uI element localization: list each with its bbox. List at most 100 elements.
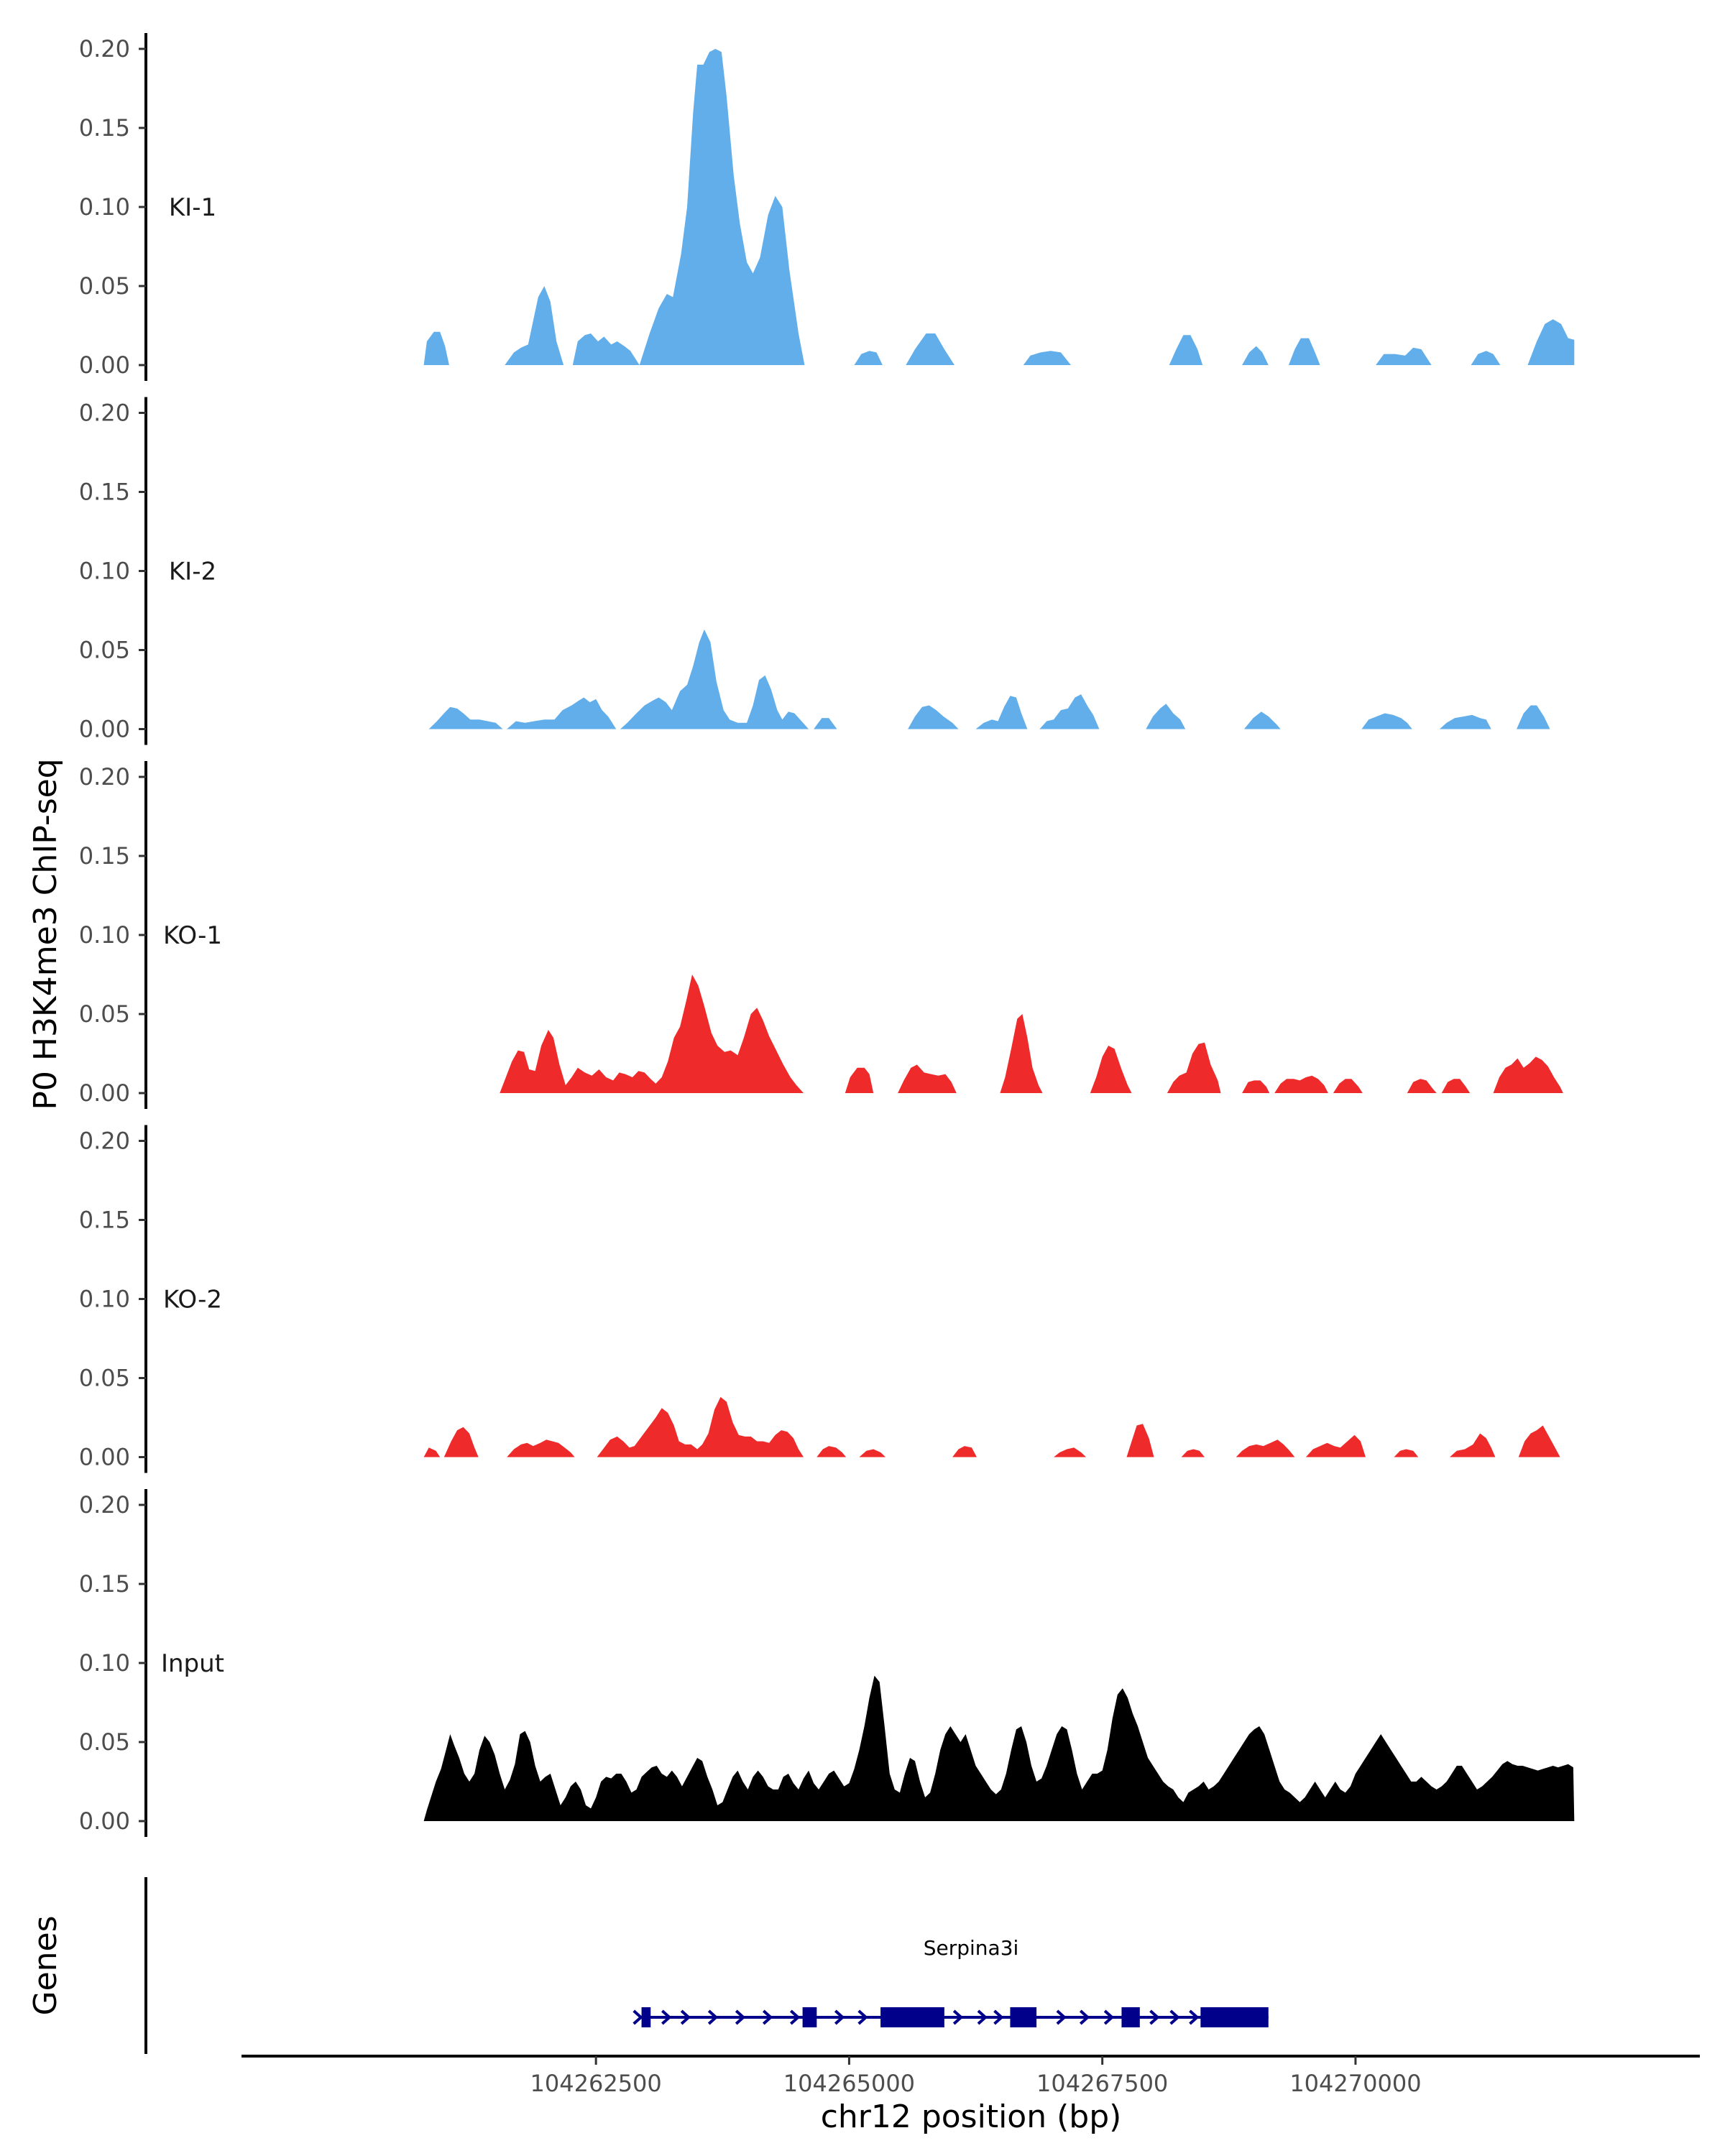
- track-ki-2-peak-12: [1517, 705, 1550, 729]
- gene-strand-arrow: [707, 2009, 719, 2025]
- track-ko-1-y-tick-label: 0.05: [79, 1000, 130, 1028]
- track-input-y-tick-label: 0.00: [79, 1807, 130, 1835]
- track-ko-2-y-tick-label: 0.20: [79, 1128, 130, 1155]
- track-ki-1-peak-11: [1376, 347, 1432, 365]
- track-ko-1-peak-2: [845, 1067, 874, 1093]
- track-ko-2-peak-7: [952, 1446, 977, 1457]
- gene-strand-arrow: [857, 2009, 868, 2025]
- track-ko-2-peak-14: [1450, 1433, 1496, 1457]
- track-ki-2-y-tick-label: 0.15: [79, 479, 130, 506]
- track-ki-2-peak-8: [1146, 704, 1186, 729]
- track-ko-2-peak-1: [423, 1447, 441, 1457]
- track-ki-2-y-tick-label: 0.00: [79, 716, 130, 743]
- track-input-y-tick-label: 0.15: [79, 1570, 130, 1598]
- genes-axis-title: Genes: [27, 1915, 64, 2015]
- track-input-y-tick-label: 0.20: [79, 1491, 130, 1519]
- track-ko-2-peak-3: [507, 1439, 575, 1457]
- track-ko-1-peak-8: [1274, 1075, 1328, 1093]
- gene-exon-4: [1010, 2007, 1037, 2027]
- track-ko-2: 0.00 0.05 0.10 0.15 0.20 KO-2: [79, 1125, 1560, 1473]
- track-ko-1-peak-5: [1090, 1046, 1132, 1093]
- track-ki-2-peak-4: [814, 718, 837, 729]
- track-ko-2-peak-11: [1236, 1439, 1295, 1457]
- track-ki-1-y-tick-label: 0.00: [79, 351, 130, 379]
- gene-name-label: Serpina3i: [924, 1936, 1019, 1960]
- coverage-tracks: 0.00 0.05 0.10 0.15 0.20 KI-1 0.00 0.05 0.10 0.15…: [79, 33, 1575, 1837]
- track-ko-1-peak-10: [1407, 1079, 1437, 1093]
- track-ko-1-peak-6: [1167, 1042, 1221, 1093]
- gene-exon-5: [1121, 2007, 1140, 2027]
- x-tick-label-104267500: 104267500: [1036, 2070, 1168, 2097]
- track-ko-2-peak-13: [1394, 1449, 1419, 1457]
- track-ko-2-y-tick-label: 0.00: [79, 1444, 130, 1471]
- gene-exon-3: [880, 2007, 944, 2027]
- track-ki-1-y-tick-label: 0.20: [79, 35, 130, 63]
- track-ko-2-peak-2: [443, 1427, 479, 1457]
- track-input-peak-1: [423, 1675, 1575, 1821]
- track-ko-2-peak-10: [1181, 1449, 1205, 1457]
- track-ko-1: 0.00 0.05 0.10 0.15 0.20 KO-1: [79, 761, 1563, 1109]
- gene-strand-arrow: [1169, 2009, 1180, 2025]
- track-ko-1-peak-4: [1000, 1014, 1043, 1093]
- gene-exon-1: [641, 2007, 651, 2027]
- gene-panel: Serpina3i Genes: [27, 1877, 1269, 2054]
- track-ko-1-peak-11: [1441, 1079, 1471, 1093]
- track-ki-1-y-tick-label: 0.15: [79, 114, 130, 142]
- track-input-y-tick-label: 0.10: [79, 1649, 130, 1677]
- track-ko-1-y-tick-label: 0.20: [79, 763, 130, 791]
- gene-strand-arrow: [977, 2009, 988, 2025]
- track-ko-2-y-tick-label: 0.15: [79, 1207, 130, 1234]
- track-ki-2-y-tick-label: 0.20: [79, 400, 130, 427]
- track-ki-1-peak-13: [1527, 319, 1575, 365]
- track-ko-2-peak-12: [1305, 1434, 1366, 1457]
- x-tick-label-104262500: 104262500: [530, 2070, 662, 2097]
- track-ko-2-y-tick-label: 0.05: [79, 1365, 130, 1392]
- gene-strand-arrow: [993, 2009, 1004, 2025]
- gene-strand-arrow: [1056, 2009, 1067, 2025]
- x-axis-title: chr12 position (bp): [821, 2099, 1122, 2135]
- track-input: 0.00 0.05 0.10 0.15 0.20 Input: [79, 1489, 1575, 1837]
- track-input-y-tick-label: 0.05: [79, 1728, 130, 1756]
- track-ki-1-peak-5: [854, 351, 883, 365]
- x-tick-label-104265000: 104265000: [783, 2070, 915, 2097]
- track-ki-2-peak-3: [620, 629, 809, 729]
- track-ki-1-y-tick-label: 0.10: [79, 193, 130, 221]
- track-ki-1-peak-10: [1288, 338, 1320, 365]
- track-ki-1-peak-6: [906, 333, 954, 365]
- x-axis-ticks: 104262500 104265000 104267500 104270000: [530, 2056, 1422, 2097]
- track-ko-1-peak-7: [1242, 1080, 1270, 1093]
- track-ki-2-peak-5: [908, 705, 959, 729]
- gene-strand-arrow: [1103, 2009, 1115, 2025]
- track-ki-1-peak-3: [572, 333, 640, 365]
- track-ko-1-peak-12: [1493, 1056, 1563, 1093]
- track-ki-2-peak-11: [1439, 714, 1491, 729]
- track-ki-2-peak-9: [1243, 711, 1281, 729]
- track-ki-1-peak-2: [505, 286, 564, 365]
- gene-start-marker: [632, 2009, 643, 2025]
- track-ki-2-peak-7: [1039, 694, 1100, 729]
- gene-strand-arrow: [680, 2009, 691, 2025]
- track-ki-1-peak-4: [639, 49, 805, 365]
- gene-strand-arrow: [834, 2009, 845, 2025]
- track-ko-2-peak-6: [859, 1449, 886, 1457]
- y-axis-title: P0 H3K4me3 ChIP-seq: [27, 758, 64, 1110]
- track-ki-1-peak-9: [1242, 346, 1269, 365]
- gene-strand-arrow: [1079, 2009, 1090, 2025]
- track-ki-1-peak-12: [1471, 351, 1501, 365]
- track-ko-1-y-tick-label: 0.15: [79, 842, 130, 870]
- track-label-ko-2: KO-2: [163, 1286, 222, 1314]
- track-ko-2-y-tick-label: 0.10: [79, 1286, 130, 1313]
- track-ko-2-peak-5: [816, 1446, 847, 1457]
- gene-strand-arrow: [1149, 2009, 1160, 2025]
- track-label-ko-1: KO-1: [163, 921, 222, 950]
- track-ko-1-y-tick-label: 0.10: [79, 921, 130, 949]
- track-ki-1-y-tick-label: 0.05: [79, 272, 130, 300]
- x-tick-label-104270000: 104270000: [1289, 2070, 1421, 2097]
- track-ki-2-y-tick-label: 0.05: [79, 637, 130, 664]
- track-ki-1-peak-7: [1023, 351, 1071, 365]
- track-ko-2-peak-15: [1518, 1425, 1560, 1457]
- gene-strand-arrow: [661, 2009, 672, 2025]
- track-ki-2-peak-2: [507, 697, 617, 729]
- gene-strand-arrow: [735, 2009, 746, 2025]
